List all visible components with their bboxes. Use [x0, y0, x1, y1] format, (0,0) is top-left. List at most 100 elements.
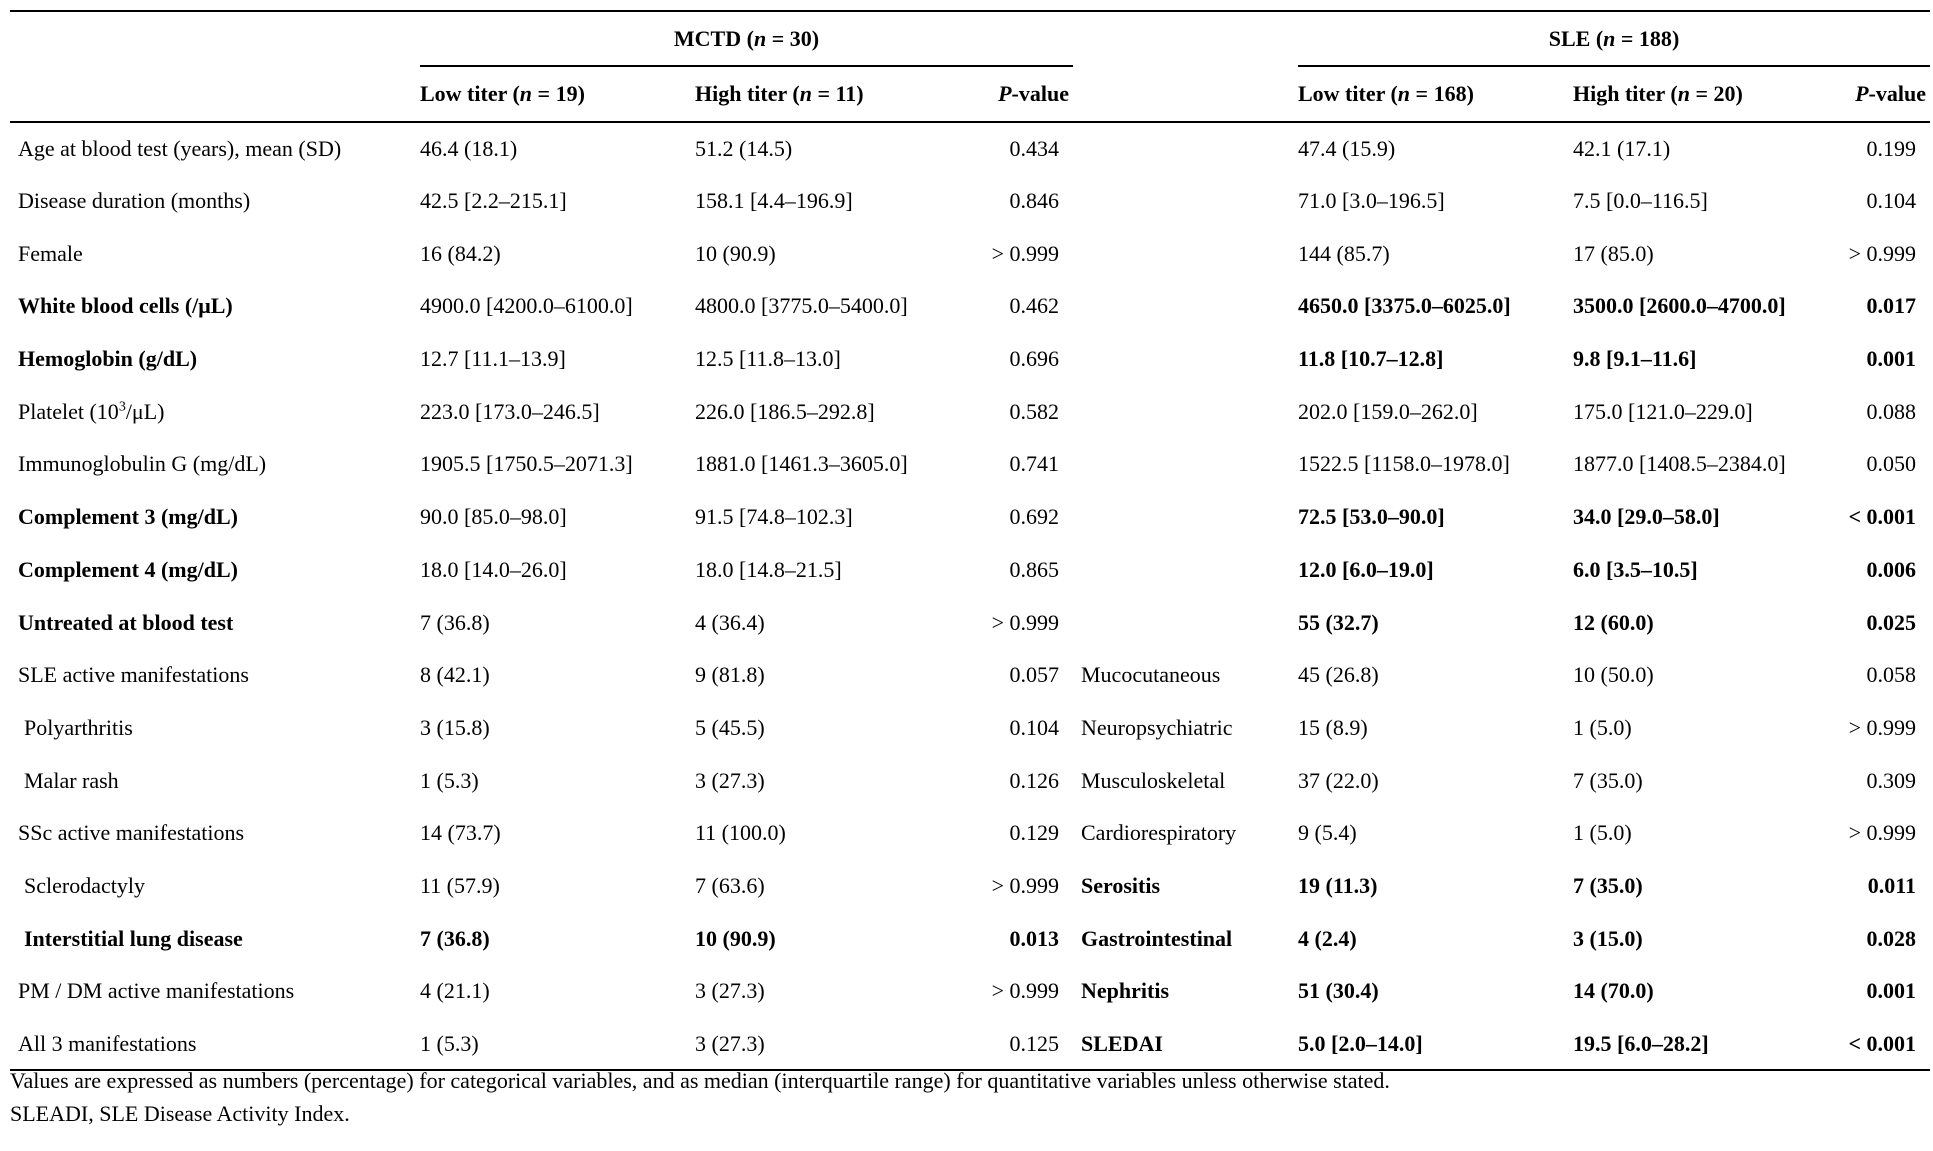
mctd-low-cell: 18.0 [14.0–26.0]: [420, 556, 567, 582]
mctd-low-cell: 46.4 (18.1): [420, 135, 518, 161]
mctd-high-cell: 4 (36.4): [695, 609, 765, 635]
table-row: Disease duration (months) 42.5 [2.2–215.…: [10, 175, 1930, 228]
sle-high-cell: 175.0 [121.0–229.0]: [1573, 398, 1753, 424]
mctd-low-cell: 4 (21.1): [420, 978, 490, 1004]
sle-low-cell: 144 (85.7): [1298, 240, 1390, 266]
sle-p-cell: 0.006: [1866, 556, 1917, 582]
sle-low-cell: 4650.0 [3375.0–6025.0]: [1298, 293, 1511, 319]
sle-variable: Neuropsychiatric: [1081, 714, 1233, 740]
sle-p-cell: 0.017: [1866, 293, 1917, 319]
row-variable: Disease duration (months): [18, 188, 251, 214]
sle-variable: Gastrointestinal: [1081, 925, 1233, 951]
mctd-p-cell: > 0.999: [991, 978, 1059, 1004]
sle-low-cell: 9 (5.4): [1298, 820, 1357, 846]
sle-variable: Musculoskeletal: [1081, 767, 1226, 793]
sle-low-cell: 1522.5 [1158.0–1978.0]: [1298, 451, 1510, 477]
sle-high-cell: 12 (60.0): [1573, 609, 1654, 635]
row-variable: Female: [18, 240, 83, 266]
sle-high-cell: 34.0 [29.0–58.0]: [1573, 504, 1720, 530]
sle-low-cell: 37 (22.0): [1298, 767, 1379, 793]
row-variable: Age at blood test (years), mean (SD): [18, 135, 342, 161]
table-row: Female 16 (84.2) 10 (90.9) > 0.999 144 (…: [10, 227, 1930, 280]
mctd-p-value-header: P-value: [930, 65, 1073, 123]
mctd-high-cell: 10 (90.9): [695, 240, 776, 266]
sle-high-cell: 9.8 [9.1–11.6]: [1573, 346, 1697, 372]
mctd-high-cell: 3 (27.3): [695, 767, 765, 793]
sle-variable: Mucocutaneous: [1081, 662, 1221, 688]
sle-p-value-header: P-value: [1806, 65, 1930, 123]
sle-variable: Serositis: [1081, 872, 1161, 898]
sle-high-cell: 42.1 (17.1): [1573, 135, 1671, 161]
sle-low-cell: 55 (32.7): [1298, 609, 1379, 635]
mctd-low-cell: 4900.0 [4200.0–6100.0]: [420, 293, 633, 319]
row-variable: Complement 3 (mg/dL): [18, 504, 238, 530]
mctd-p-cell: 0.104: [1009, 714, 1060, 740]
table-row: Hemoglobin (g/dL) 12.7 [11.1–13.9] 12.5 …: [10, 333, 1930, 386]
sle-variable: [1073, 596, 1298, 649]
sle-low-cell: 45 (26.8): [1298, 662, 1379, 688]
sle-high-cell: 1877.0 [1408.5–2384.0]: [1573, 451, 1786, 477]
row-variable: Hemoglobin (g/dL): [18, 346, 198, 372]
row-variable: Complement 4 (mg/dL): [18, 556, 238, 582]
row-variable: SSc active manifestations: [18, 820, 245, 846]
sle-p-cell: 0.001: [1866, 978, 1917, 1004]
mctd-p-cell: 0.846: [1009, 188, 1060, 214]
mctd-low-cell: 90.0 [85.0–98.0]: [420, 504, 567, 530]
mctd-low-cell: 42.5 [2.2–215.1]: [420, 188, 567, 214]
sle-high-cell: 10 (50.0): [1573, 662, 1654, 688]
mctd-p-cell: 0.741: [1009, 451, 1060, 477]
footnote-line-1: Values are expressed as numbers (percent…: [10, 1068, 1390, 1093]
sle-low-cell: 19 (11.3): [1298, 872, 1378, 898]
mctd-high-titer-header: High titer (n = 11): [695, 65, 930, 123]
mctd-p-cell: > 0.999: [991, 872, 1059, 898]
mctd-n-label: n: [753, 25, 767, 51]
mctd-p-cell: 0.696: [1009, 346, 1060, 372]
sle-variable: [1073, 385, 1298, 438]
sle-variable: [1073, 438, 1298, 491]
mctd-n-value: = 30: [766, 25, 812, 51]
table-row: SLE active manifestations 8 (42.1) 9 (81…: [10, 649, 1930, 702]
mctd-high-cell: 12.5 [11.8–13.0]: [695, 346, 841, 372]
table-row: Malar rash 1 (5.3) 3 (27.3) 0.126 Muscul…: [10, 754, 1930, 807]
sle-p-cell: 0.058: [1866, 662, 1917, 688]
table-row: Complement 3 (mg/dL) 90.0 [85.0–98.0] 91…: [10, 491, 1930, 544]
mctd-high-cell: 51.2 (14.5): [695, 135, 793, 161]
sle-variable: [1073, 122, 1298, 175]
row-variable: Sclerodactyly: [24, 872, 145, 898]
sle-low-cell: 51 (30.4): [1298, 978, 1379, 1004]
sle-low-cell: 71.0 [3.0–196.5]: [1298, 188, 1445, 214]
sle-low-cell: 11.8 [10.7–12.8]: [1298, 346, 1444, 372]
sle-variable: Cardiorespiratory: [1081, 820, 1237, 846]
table-row: Polyarthritis 3 (15.8) 5 (45.5) 0.104 Ne…: [10, 702, 1930, 755]
row-variable: Polyarthritis: [24, 714, 133, 740]
mctd-high-cell: 11 (100.0): [695, 820, 786, 846]
sle-p-cell: 0.025: [1866, 609, 1917, 635]
sle-low-cell: 12.0 [6.0–19.0]: [1298, 556, 1434, 582]
sle-p-cell: > 0.999: [1848, 714, 1916, 740]
table-row: PM / DM active manifestations 4 (21.1) 3…: [10, 965, 1930, 1018]
mctd-high-cell: 91.5 [74.8–102.3]: [695, 504, 853, 530]
sle-p-cell: > 0.999: [1848, 240, 1916, 266]
footnote-line-2: SLEADI, SLE Disease Activity Index.: [10, 1101, 350, 1126]
mctd-low-cell: 11 (57.9): [420, 872, 500, 898]
table-row: SSc active manifestations 14 (73.7) 11 (…: [10, 807, 1930, 860]
sle-p-cell: < 0.001: [1848, 504, 1916, 530]
mctd-p-cell: 0.013: [1009, 925, 1060, 951]
table-row: Interstitial lung disease 7 (36.8) 10 (9…: [10, 912, 1930, 965]
sle-variable: [1073, 333, 1298, 386]
mctd-high-cell: 3 (27.3): [695, 1017, 930, 1072]
sle-low-titer-header: Low titer (n = 168): [1298, 65, 1573, 123]
sle-low-cell: 72.5 [53.0–90.0]: [1298, 504, 1445, 530]
mctd-p-cell: 0.462: [1009, 293, 1060, 319]
mctd-low-cell: 14 (73.7): [420, 820, 501, 846]
sle-n-value: = 188: [1615, 25, 1672, 51]
row-variable: Interstitial lung disease: [24, 925, 243, 951]
sle-p-cell: 0.011: [1867, 872, 1916, 898]
sle-high-cell: 17 (85.0): [1573, 240, 1654, 266]
table-row: Untreated at blood test 7 (36.8) 4 (36.4…: [10, 596, 1930, 649]
subgroup-header-row: Low titer (n = 19) High titer (n = 11) P…: [10, 65, 1930, 123]
mctd-group-header: MCTD (n = 30): [420, 10, 1073, 66]
sle-high-cell: 6.0 [3.5–10.5]: [1573, 556, 1698, 582]
sle-p-cell: 0.088: [1866, 398, 1917, 424]
table-row: Platelet (103/μL) 223.0 [173.0–246.5] 22…: [10, 385, 1930, 438]
